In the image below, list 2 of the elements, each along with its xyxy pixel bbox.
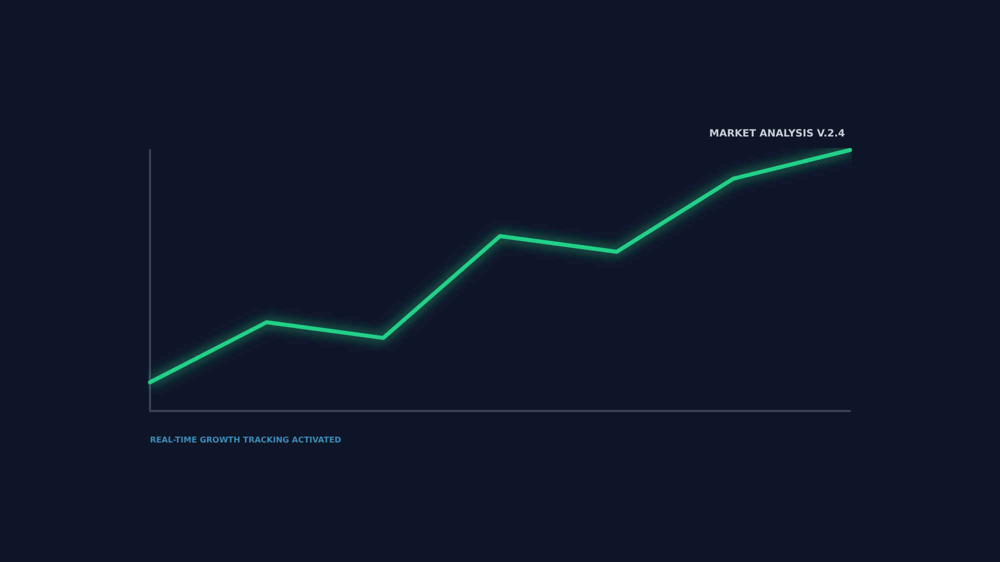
text: REAL-TIME GROWTH TRACKING ACTIVATED (150, 436, 342, 444)
chart-title: MARKET ANALYSIS V.2.4 (709, 128, 846, 140)
